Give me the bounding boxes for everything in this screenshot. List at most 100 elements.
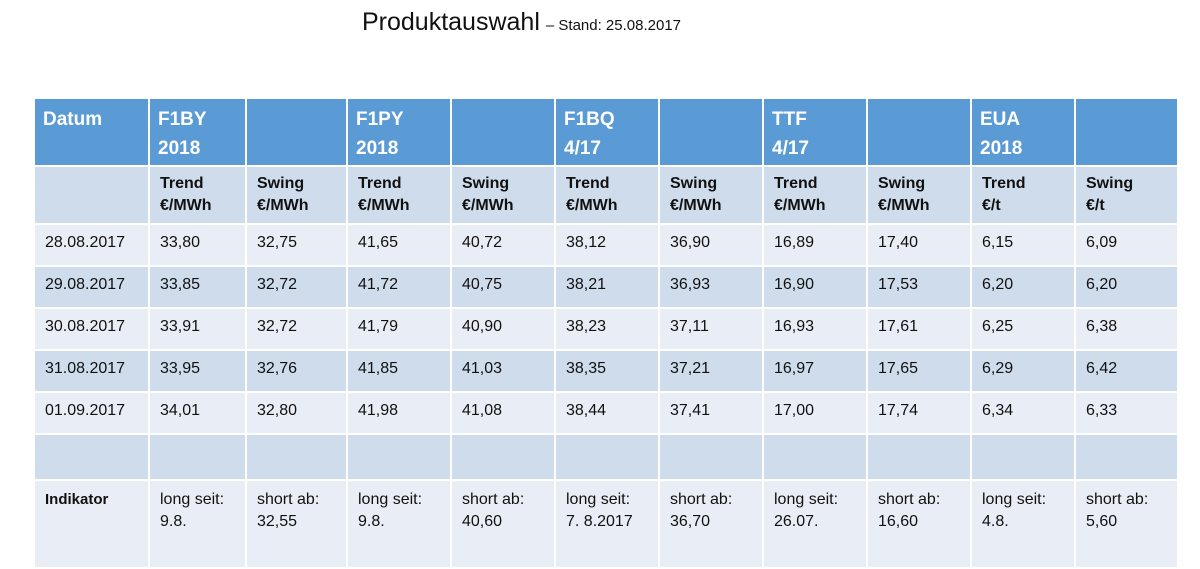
- value-cell: 33,91: [148, 307, 247, 351]
- table-row: 28.08.2017 33,80 32,75 41,65 40,72 38,12 36,90…: [33, 223, 1179, 267]
- header-cell: [1074, 97, 1179, 167]
- empty-cell: [762, 433, 868, 481]
- value-cell: 40,72: [450, 223, 556, 267]
- empty-cell: [450, 433, 556, 481]
- indicator-cell-line1: long seit:: [358, 491, 423, 508]
- indicator-cell-line1: short ab:: [462, 491, 525, 508]
- subheader-cell-line2: €/MWh: [257, 197, 309, 214]
- table-row: 30.08.2017 33,91 32,72 41,79 40,90 38,23 37,11…: [33, 307, 1179, 351]
- indicator-cell-line2: 9.8.: [358, 513, 385, 530]
- empty-cell: [346, 433, 452, 481]
- header-cell: [866, 97, 972, 167]
- indicator-cell-line1: long seit:: [774, 491, 839, 508]
- indicator-cell-line1: long seit:: [160, 491, 225, 508]
- value-cell: 17,40: [866, 223, 972, 267]
- indicator-cell: short ab: 16,60: [866, 479, 972, 569]
- subheader-cell-line1: Swing: [1086, 175, 1134, 192]
- indicator-cell: long seit: 7. 8.2017: [554, 479, 660, 569]
- subheader-cell-line1: Swing: [462, 175, 510, 192]
- value-cell: 32,76: [245, 349, 348, 393]
- date-cell: 29.08.2017: [33, 265, 150, 309]
- value-cell: 6,29: [970, 349, 1076, 393]
- empty-cell: [33, 433, 150, 481]
- value-cell: 6,42: [1074, 349, 1179, 393]
- subheader-cell-line1: Swing: [878, 175, 926, 192]
- header-cell-line1: F1BY: [158, 109, 207, 130]
- table-row: 31.08.2017 33,95 32,76 41,85 41,03 38,35 37,21…: [33, 349, 1179, 393]
- value-cell: 17,00: [762, 391, 868, 435]
- subheader-cell: Swing €/MWh: [245, 165, 348, 225]
- empty-cell: [1074, 433, 1179, 481]
- subheader-cell: Trend €/MWh: [554, 165, 660, 225]
- value-cell: 40,90: [450, 307, 556, 351]
- indicator-cell-line1: long seit:: [982, 491, 1047, 508]
- subheader-cell: Trend €/MWh: [346, 165, 452, 225]
- subheader-cell-line1: Swing: [670, 175, 718, 192]
- indicator-label: Indikator: [33, 479, 150, 569]
- subheader-cell-line2: €/MWh: [878, 197, 930, 214]
- value-cell: 32,75: [245, 223, 348, 267]
- header-cell: [245, 97, 348, 167]
- value-cell: 16,93: [762, 307, 868, 351]
- subheader-cell: Swing €/MWh: [450, 165, 556, 225]
- subheader-cell: Trend €/MWh: [762, 165, 868, 225]
- value-cell: 6,15: [970, 223, 1076, 267]
- header-cell-line1: F1PY: [356, 109, 404, 130]
- indicator-cell-line2: 5,60: [1086, 513, 1118, 530]
- header-cell-line2: 2018: [356, 138, 399, 159]
- value-cell: 6,20: [970, 265, 1076, 309]
- value-cell: 37,41: [658, 391, 764, 435]
- indicator-cell-line2: 16,60: [878, 513, 919, 530]
- value-cell: 36,90: [658, 223, 764, 267]
- subheader-cell-line2: €/t: [982, 197, 1001, 214]
- header-cell-line2: 2018: [158, 138, 201, 159]
- indicator-cell-line2: 4.8.: [982, 513, 1009, 530]
- empty-cell: [148, 433, 247, 481]
- subheader-cell: Swing €/t: [1074, 165, 1179, 225]
- subheader-cell-line1: Trend: [160, 175, 204, 192]
- value-cell: 37,21: [658, 349, 764, 393]
- subheader-cell-line2: €/MWh: [566, 197, 618, 214]
- subheader-cell-line1: Swing: [257, 175, 305, 192]
- table-empty-row: [33, 433, 1179, 481]
- value-cell: 16,89: [762, 223, 868, 267]
- value-cell: 16,97: [762, 349, 868, 393]
- header-cell: F1BY 2018: [148, 97, 247, 167]
- header-cell: EUA 2018: [970, 97, 1076, 167]
- value-cell: 17,65: [866, 349, 972, 393]
- table-row: 01.09.2017 34,01 32,80 41,98 41,08 38,44 37,41…: [33, 391, 1179, 435]
- indicator-cell: long seit: 9.8.: [346, 479, 452, 569]
- date-cell: 01.09.2017: [33, 391, 150, 435]
- subheader-cell-line1: Trend: [982, 175, 1026, 192]
- indicator-cell: short ab: 5,60: [1074, 479, 1179, 569]
- indicator-cell-line2: 7. 8.2017: [566, 513, 633, 530]
- value-cell: 36,93: [658, 265, 764, 309]
- value-cell: 41,85: [346, 349, 452, 393]
- value-cell: 41,03: [450, 349, 556, 393]
- value-cell: 32,72: [245, 307, 348, 351]
- date-cell: 30.08.2017: [33, 307, 150, 351]
- value-cell: 37,11: [658, 307, 764, 351]
- value-cell: 33,85: [148, 265, 247, 309]
- header-cell: F1PY 2018: [346, 97, 452, 167]
- subheader-cell-line2: €/MWh: [670, 197, 722, 214]
- title-main: Produktauswahl: [362, 8, 540, 36]
- header-cell: TTF 4/17: [762, 97, 868, 167]
- indicator-cell: long seit: 9.8.: [148, 479, 247, 569]
- subheader-cell-line2: €/MWh: [358, 197, 410, 214]
- value-cell: 38,23: [554, 307, 660, 351]
- value-cell: 6,20: [1074, 265, 1179, 309]
- indicator-cell: short ab: 40,60: [450, 479, 556, 569]
- subheader-cell-line2: €/MWh: [774, 197, 826, 214]
- value-cell: 6,25: [970, 307, 1076, 351]
- subheader-cell-line1: Trend: [774, 175, 818, 192]
- value-cell: 17,53: [866, 265, 972, 309]
- indicator-label-line1: Indikator: [45, 491, 109, 508]
- indicator-cell-line1: short ab:: [670, 491, 733, 508]
- indicator-cell: long seit: 4.8.: [970, 479, 1076, 569]
- subheader-cell: [33, 165, 150, 225]
- indicator-cell-line2: 32,55: [257, 513, 298, 530]
- subheader-cell: Swing €/MWh: [866, 165, 972, 225]
- value-cell: 41,79: [346, 307, 452, 351]
